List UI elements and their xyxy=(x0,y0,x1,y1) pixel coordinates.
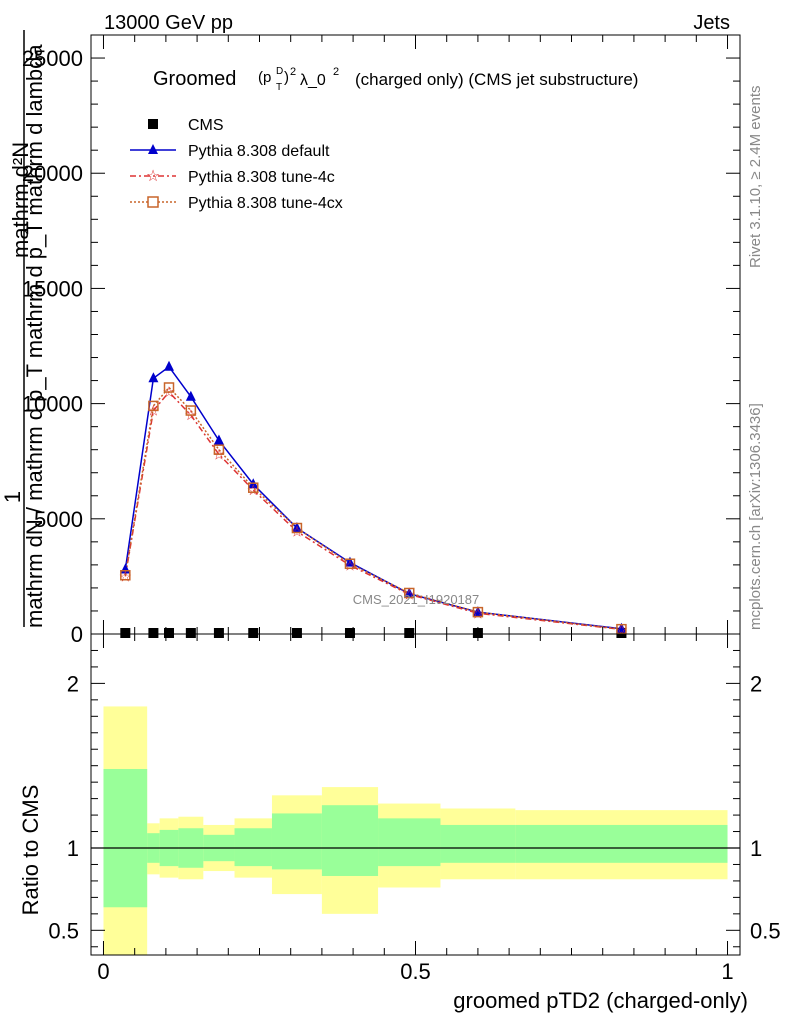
legend-marker-default xyxy=(148,144,158,154)
series-line-2 xyxy=(124,390,622,631)
data-point-tune4cx xyxy=(148,400,159,412)
y-tick-label-main: 15000 xyxy=(22,276,83,301)
legend-marker-cms xyxy=(148,119,158,129)
plot-title-mid: λ_0 xyxy=(300,72,326,89)
data-point-default xyxy=(472,606,483,617)
data-point-tune4cx xyxy=(185,405,197,416)
plot-title-suffix: (charged only) (CMS jet substructure) xyxy=(355,70,638,89)
y-tick-label-main: 10000 xyxy=(22,392,83,417)
data-point-cms xyxy=(148,628,159,638)
plot-title-prefix: Groomed xyxy=(153,68,236,90)
data-point-cms xyxy=(164,628,175,638)
data-point-default xyxy=(344,556,355,567)
data-point-tune4cx xyxy=(163,382,175,393)
data-point-default xyxy=(291,522,302,533)
ratio-band-inner xyxy=(515,824,728,863)
plot-title-pt-sub: T xyxy=(276,82,282,93)
data-point-tune4c: ☆ xyxy=(247,482,260,499)
ratio-band-inner xyxy=(103,768,148,908)
y-tick-label-main: 20000 xyxy=(22,161,83,186)
data-point-cms xyxy=(120,628,131,638)
plot-title-pt-open: (p xyxy=(258,69,271,86)
energy-label: 13000 GeV pp xyxy=(104,12,233,34)
ratio-band-inner xyxy=(440,824,516,863)
data-point-cms xyxy=(404,628,415,638)
data-point-tune4cx xyxy=(404,587,415,599)
data-point-tune4c: ☆ xyxy=(343,557,356,574)
legend-label-tune4cx: Pythia 8.308 tune-4cx xyxy=(188,195,343,212)
data-point-tune4cx xyxy=(344,558,356,569)
data-point-default xyxy=(213,434,224,445)
plot-title-sup2a: 2 xyxy=(290,66,296,78)
x-tick-label: 0 xyxy=(97,959,109,984)
data-point-tune4cx xyxy=(120,570,131,581)
y-tick-label-ratio: 2 xyxy=(67,671,79,696)
series-line-1 xyxy=(124,365,622,630)
legend: CMS Pythia 8.308 default ☆ Pythia 8.308 … xyxy=(130,117,343,212)
ratio-band-inner xyxy=(378,818,441,867)
x-tick-label: 1 xyxy=(721,959,733,984)
data-point-tune4c: ☆ xyxy=(119,568,132,585)
data-point-tune4cx xyxy=(472,606,484,618)
ylabel-main-denominator: mathrm dN / mathrm d p_T mathrm d p_T ma… xyxy=(22,44,47,628)
category-label: Jets xyxy=(693,12,730,34)
data-point-cms xyxy=(185,628,196,638)
ylabel-main-dn: mathrm d²N xyxy=(8,142,33,258)
y-tick-label-main: 5000 xyxy=(34,507,83,532)
data-point-tune4cx xyxy=(213,444,225,455)
y-tick-label-ratio-right: 1 xyxy=(750,836,762,861)
data-point-default xyxy=(164,360,175,371)
data-point-default xyxy=(404,587,415,598)
legend-label-tune4c: Pythia 8.308 tune-4c xyxy=(188,169,335,186)
data-point-default xyxy=(148,372,159,383)
y-tick-label-main: 25000 xyxy=(22,46,83,71)
ylabel-main-numerator: 1 xyxy=(0,491,25,503)
legend-marker-tune4cx xyxy=(147,196,159,208)
x-tick-label: 0.5 xyxy=(400,959,431,984)
data-point-cms xyxy=(344,628,355,638)
data-point-cms xyxy=(213,628,224,638)
data-point-default xyxy=(616,622,627,633)
y-tick-label-ratio: 0.5 xyxy=(48,918,79,943)
ratio-band-inner xyxy=(271,813,322,870)
rivet-label: Rivet 3.1.10, ≥ 2.4M events xyxy=(747,86,764,269)
data-point-cms xyxy=(291,628,302,638)
analysis-watermark: CMS_2021_I1920187 xyxy=(353,592,480,607)
legend-marker-tune4c: ☆ xyxy=(146,168,160,185)
mcplots-label: mcplots.cern.ch [arXiv:1306.3436] xyxy=(747,403,764,630)
data-point-tune4c: ☆ xyxy=(403,586,416,603)
ratio-frame xyxy=(90,633,741,956)
data-point-tune4c: ☆ xyxy=(471,605,484,622)
plot-title-pt-sup: D xyxy=(276,66,283,77)
legend-label-cms: CMS xyxy=(188,117,224,134)
xlabel: groomed pTD2 (charged-only) xyxy=(453,988,748,1013)
ylabel-ratio: Ratio to CMS xyxy=(18,785,43,916)
ratio-band-inner xyxy=(234,828,272,867)
y-tick-label-ratio: 1 xyxy=(67,836,79,861)
legend-label-default: Pythia 8.308 default xyxy=(188,143,330,160)
plot-title-pt-close: ) xyxy=(284,69,289,86)
data-point-tune4cx xyxy=(248,482,259,493)
data-point-cms xyxy=(248,628,259,638)
data-point-default xyxy=(185,390,196,401)
ratio-band-inner xyxy=(321,805,379,876)
series-line-3 xyxy=(124,386,622,630)
y-tick-label-ratio-right: 2 xyxy=(750,671,762,696)
ratio-panel: 0.5 0.5 1 1 2 2 0 0.5 1 xyxy=(48,620,781,984)
y-tick-label-main: 0 xyxy=(71,622,83,647)
y-tick-label-ratio-right: 0.5 xyxy=(750,918,781,943)
data-point-tune4cx xyxy=(291,522,303,534)
plot-title-sup2b: 2 xyxy=(333,66,339,78)
